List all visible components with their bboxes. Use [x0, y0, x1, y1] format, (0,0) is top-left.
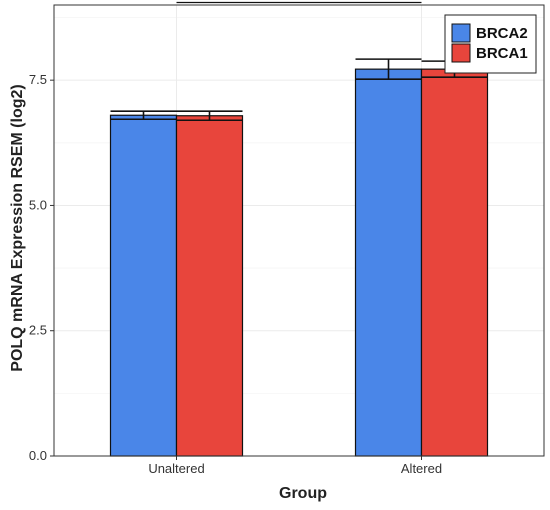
y-tick-label: 5.0	[29, 197, 47, 212]
bar-brca2-unaltered	[109, 114, 178, 457]
y-tick-label: 2.5	[29, 323, 47, 338]
bar-brca2-altered	[354, 68, 423, 457]
y-axis-title: POLQ mRNA Expression RSEM (log2)	[9, 84, 26, 371]
error-bars-layer	[110, 58, 488, 122]
y-tick-label: 7.5	[29, 72, 47, 87]
x-tick-label: Unaltered	[148, 461, 204, 476]
axes-layer: 0.0 2.5 5.0 7.5 Unaltered Altered	[29, 72, 442, 476]
bars-layer	[109, 68, 489, 457]
annotation-layer: ***	[176, 0, 422, 4]
x-axis-title: Group	[279, 485, 327, 502]
legend-key-brca1	[451, 43, 471, 63]
legend: BRCA2 BRCA1	[444, 14, 537, 74]
x-tick-label: Altered	[401, 461, 442, 476]
legend-label-brca2: BRCA2	[476, 25, 528, 42]
bar-brca1-unaltered	[175, 115, 244, 457]
bar-brca1-altered	[420, 68, 489, 457]
legend-key-brca2	[451, 23, 471, 43]
y-tick-label: 0.0	[29, 448, 47, 463]
legend-label-brca1: BRCA1	[476, 45, 528, 62]
plot-panel-border	[53, 4, 545, 457]
